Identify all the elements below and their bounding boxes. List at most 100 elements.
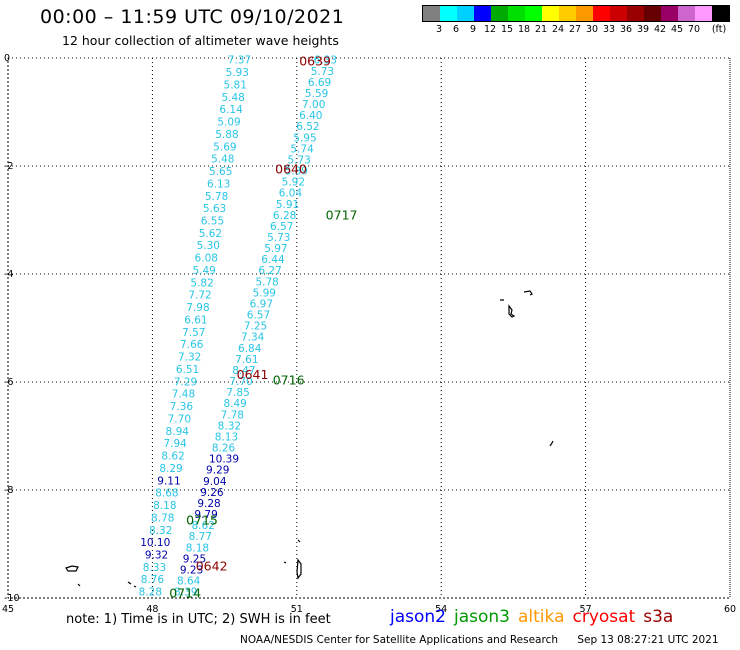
swh-value: 8.39	[174, 587, 197, 599]
swh-value: 6.51	[176, 364, 199, 376]
legend-tick-label: 36	[619, 24, 633, 35]
swh-value: 7.72	[188, 290, 211, 302]
legend-tick-label: 42	[653, 24, 667, 35]
mission-label-altika: altika	[518, 607, 565, 627]
swh-value: 8.94	[166, 426, 190, 438]
swh-value: 5.09	[217, 117, 240, 129]
island-outline	[65, 565, 81, 587]
legend-swatch	[423, 6, 440, 21]
swh-value: 9.23	[180, 564, 203, 576]
legend-tick-label: 9	[469, 24, 477, 35]
swh-value: 8.78	[151, 512, 174, 524]
legend-swatch	[474, 6, 491, 21]
swh-value: 6.40	[299, 110, 322, 122]
swh-value: 7.94	[163, 438, 187, 450]
island-outline	[549, 440, 554, 447]
swh-value: 7.85	[226, 387, 249, 399]
swh-value: 5.59	[305, 88, 328, 100]
x-tick-label: 48	[146, 604, 158, 615]
swh-value: 5.74	[290, 143, 314, 155]
mission-label-jason2: jason2	[390, 607, 446, 627]
swh-value: 9.04	[203, 476, 227, 488]
generated-timestamp: Sep 13 08:27:21 UTC 2021	[577, 634, 719, 646]
y-tick-label: -6	[4, 377, 13, 388]
swh-value: 9.25	[183, 553, 206, 565]
x-tick-label: 60	[724, 604, 736, 615]
legend-tick-label: 39	[636, 24, 650, 35]
y-tick-label: -8	[4, 485, 13, 496]
swh-value: 9.32	[145, 549, 168, 561]
swh-value: 6.55	[201, 216, 224, 228]
swh-value: 7.48	[172, 389, 195, 401]
legend-swatch	[644, 6, 661, 21]
legend-tick-label: 6	[452, 24, 460, 35]
mission-label-cryosat: cryosat	[572, 607, 636, 627]
swh-value: 6.61	[184, 314, 207, 326]
swh-value: 10.10	[140, 537, 170, 549]
swh-value: 7.25	[244, 321, 267, 333]
swh-value: 5.62	[199, 228, 222, 240]
swh-value: 6.44	[261, 254, 285, 266]
pass-time-label: 0716	[273, 372, 305, 387]
credit-line: NOAA/NESDIS Center for Satellite Applica…	[240, 634, 719, 646]
swh-value: 8.62	[161, 451, 184, 463]
swh-value: 5.89	[285, 166, 308, 178]
legend-swatch	[627, 6, 644, 21]
swh-value: 8.29	[159, 463, 182, 475]
legend-swatch	[661, 6, 678, 21]
swh-value: 9.79	[194, 509, 217, 521]
swh-value: 5.30	[197, 240, 220, 252]
swh-value: 6.28	[273, 210, 296, 222]
swh-value: 10.39	[209, 454, 239, 466]
swh-value: 7.29	[174, 376, 197, 388]
legend-swatch	[457, 6, 474, 21]
pass-time-label: 0717	[326, 208, 358, 223]
swh-value: 7.57	[182, 327, 205, 339]
swh-value: 7.34	[241, 332, 265, 344]
swh-value: 5.73	[267, 232, 290, 244]
pass-time-label: 0640	[275, 162, 307, 177]
y-tick-label: 0	[4, 53, 10, 64]
legend-tick-label: 18	[517, 24, 531, 35]
swh-value: 8.33	[143, 562, 166, 574]
map-title: 00:00 – 11:59 UTC 09/10/2021	[40, 6, 345, 28]
mission-label-jason3: jason3	[454, 607, 510, 627]
legend-tick-label: 24	[551, 24, 565, 35]
swh-value: 6.13	[207, 178, 230, 190]
pass-time-labels: 0639 0640 0717 0641 0716 0715 0642 0714	[169, 54, 357, 601]
legend-swatch	[440, 6, 457, 21]
swh-value: 7.00	[302, 99, 325, 111]
island-outline	[127, 581, 137, 588]
swh-value: 7.66	[180, 339, 204, 351]
pass-time-label: 0715	[186, 513, 218, 528]
swh-value: 8.18	[186, 542, 209, 554]
swh-value: 6.27	[258, 265, 281, 277]
swh-value: 8.64	[177, 576, 201, 588]
swh-value: 5.48	[211, 154, 234, 166]
x-tick-label: 57	[580, 604, 592, 615]
map-subtitle: 12 hour collection of altimeter wave hei…	[62, 33, 339, 48]
legend-swatch	[542, 6, 559, 21]
swh-value: 8.32	[149, 525, 172, 537]
swh-value: 7.70	[229, 376, 252, 388]
swh-value: 8.13	[215, 431, 238, 443]
legend-tick-label: 30	[585, 24, 599, 35]
legend-swatch	[593, 6, 610, 21]
swh-value: 7.98	[186, 302, 209, 314]
swh-value: 8.68	[155, 488, 178, 500]
legend-tick-label: 45	[670, 24, 684, 35]
swh-value: 6.69	[308, 77, 331, 89]
swh-value: 8.47	[232, 365, 255, 377]
legend-tick-label: 33	[602, 24, 616, 35]
swh-value: 5.73	[311, 66, 334, 78]
mission-label-s3a: s3a	[643, 607, 674, 627]
swh-value: 5.73	[287, 154, 310, 166]
legend-tick-label: 27	[568, 24, 582, 35]
legend-tick-label: 12	[483, 24, 497, 35]
island-outline	[500, 290, 533, 318]
swh-value: 8.62	[192, 520, 215, 532]
swh-value: 5.91	[276, 199, 299, 211]
swh-value: 9.11	[157, 475, 180, 487]
wave-height-legend: 3 6 9 12 15 18 21 24 27 30 33 36 39 42 45 70 (ft)	[422, 5, 740, 35]
